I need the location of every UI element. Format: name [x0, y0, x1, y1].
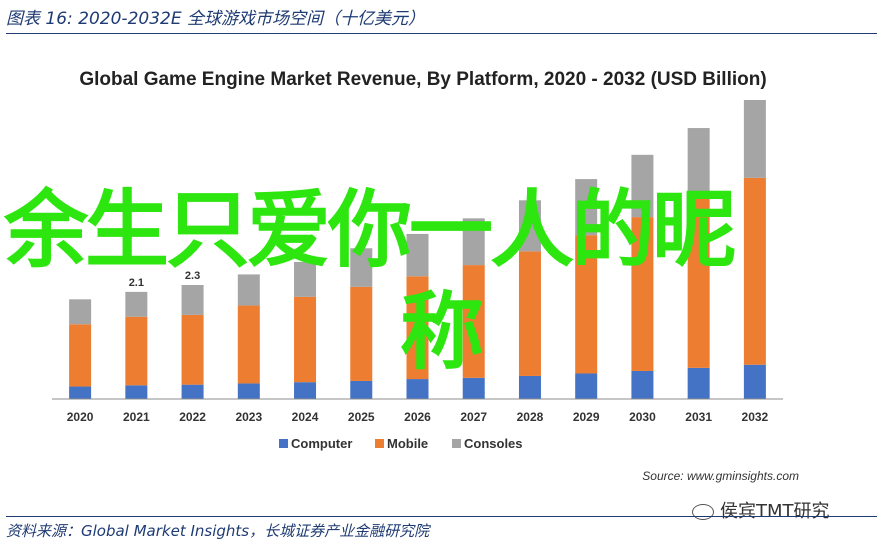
bar-consoles-2029	[575, 179, 598, 236]
bar-consoles-2023	[237, 274, 260, 306]
bar-computer-2031	[687, 367, 710, 399]
data-labels: 2.1 2.3	[129, 270, 201, 289]
bar-computer-2021	[125, 385, 148, 399]
bar-consoles-2032	[743, 100, 766, 178]
bar-mobile-2022	[181, 314, 204, 385]
x-tick-labels: 2020 2021 2022 2023 2024 2025 2026 2027 2028 2029…	[67, 410, 769, 424]
bar-computer-2020	[69, 386, 92, 399]
bar-computer-2026	[406, 379, 429, 399]
bar-computer-2028	[518, 375, 541, 399]
x-tick-label: 2023	[235, 410, 262, 424]
bar-consoles-2022	[181, 285, 204, 315]
x-tick-label: 2026	[404, 410, 431, 424]
bar-consoles-2028	[518, 200, 541, 252]
bar-mobile-2026	[406, 276, 429, 380]
x-tick-label: 2021	[123, 410, 150, 424]
legend: Computer Mobile Consoles	[279, 436, 523, 451]
stacked-bar-chart: Global Game Engine Market Revenue, By Pl…	[52, 69, 799, 483]
overlay-text-line-2: 称	[400, 283, 485, 381]
bar-mobile-2021	[125, 316, 148, 386]
source-line: 资料来源：Global Market Insights，长城证券产业金融研究院	[6, 522, 430, 540]
bar-computer-2022	[181, 384, 204, 399]
chart-source-note: Source: www.gminsights.com	[642, 469, 799, 483]
legend-label-mobile: Mobile	[387, 436, 428, 451]
bar-mobile-2020	[69, 324, 92, 387]
caption-divider	[6, 33, 877, 34]
bar-consoles-2024	[294, 261, 317, 297]
watermark-text: 侯宾TMT研究	[720, 501, 830, 522]
bar-mobile-2028	[518, 251, 541, 376]
bar-consoles-2020	[69, 299, 92, 325]
bar-mobile-2032	[743, 177, 766, 365]
legend-label-consoles: Consoles	[464, 436, 523, 451]
x-tick-label: 2030	[629, 410, 656, 424]
figure-caption: 图表 16: 2020-2032E 全球游戏市场空间（十亿美元）	[6, 9, 425, 29]
legend-swatch-computer	[279, 439, 288, 448]
bar-computer-2029	[575, 373, 598, 399]
bar-mobile-2029	[575, 235, 598, 374]
x-tick-label: 2020	[67, 410, 94, 424]
x-tick-label: 2028	[517, 410, 544, 424]
bar-consoles-2025	[350, 248, 373, 287]
x-tick-label: 2029	[573, 410, 600, 424]
bar-computer-2025	[350, 380, 373, 399]
x-tick-label: 2025	[348, 410, 375, 424]
bar-computer-2027	[462, 377, 485, 399]
chart-title: Global Game Engine Market Revenue, By Pl…	[79, 69, 766, 90]
bar-consoles-2030	[631, 154, 654, 218]
data-label: 2.3	[185, 270, 200, 282]
bar-mobile-2025	[350, 286, 373, 381]
data-label: 2.1	[129, 277, 144, 289]
bar-computer-2024	[294, 382, 317, 399]
bar-mobile-2023	[237, 305, 260, 384]
bar-consoles-2027	[462, 218, 485, 266]
bar-consoles-2026	[406, 233, 429, 277]
bars-group	[69, 100, 766, 399]
legend-swatch-consoles	[452, 439, 461, 448]
source-divider	[6, 516, 877, 517]
overlay-text-line-1: 余生只爱你一人的昵	[4, 181, 736, 279]
x-tick-label: 2027	[460, 410, 487, 424]
x-tick-label: 2032	[742, 410, 769, 424]
bar-computer-2023	[237, 383, 260, 399]
x-tick-label: 2024	[292, 410, 319, 424]
bar-mobile-2030	[631, 217, 654, 371]
bar-mobile-2031	[687, 197, 710, 368]
bar-consoles-2021	[125, 291, 148, 317]
bar-mobile-2024	[294, 296, 317, 383]
legend-label-computer: Computer	[291, 436, 352, 451]
wechat-icon	[692, 504, 714, 520]
legend-swatch-mobile	[375, 439, 384, 448]
bar-computer-2030	[631, 370, 654, 399]
bar-computer-2032	[743, 364, 766, 399]
x-tick-label: 2022	[179, 410, 206, 424]
bar-consoles-2031	[687, 128, 710, 198]
x-tick-label: 2031	[685, 410, 712, 424]
watermark: 侯宾TMT研究	[692, 497, 830, 523]
bar-mobile-2027	[462, 265, 485, 378]
